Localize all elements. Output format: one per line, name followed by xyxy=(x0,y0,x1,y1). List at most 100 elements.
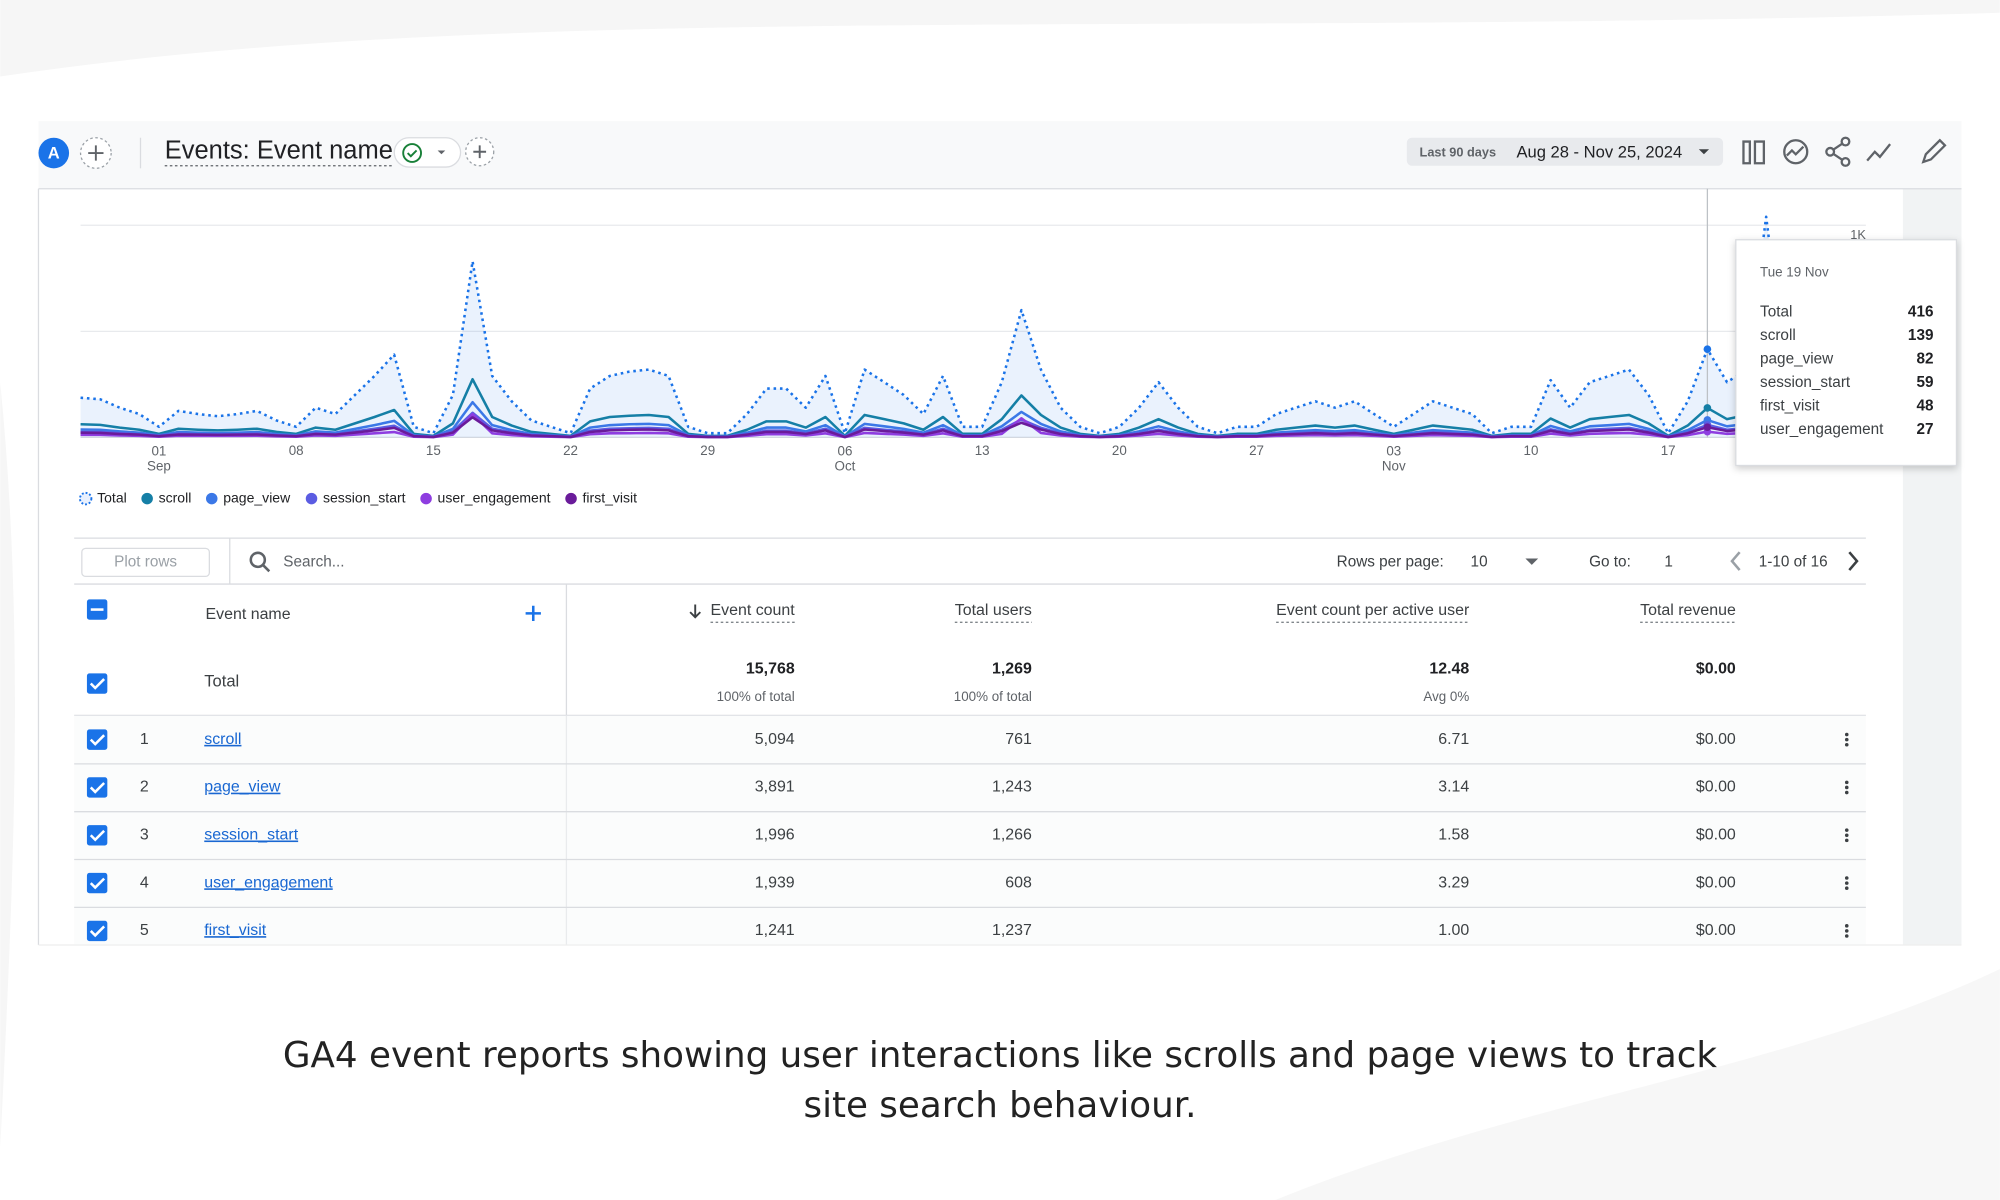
total-value: 12.48 xyxy=(1429,661,1469,678)
tooltip-series: Total xyxy=(1760,303,1792,320)
total-value: 1,269 xyxy=(992,661,1032,678)
cell-value: 1,996 xyxy=(755,826,795,843)
background-swoosh xyxy=(0,383,15,1148)
cell-value: 6.71 xyxy=(1438,731,1469,748)
x-tick-label: 22 xyxy=(563,443,578,458)
rows-per-page[interactable]: 10 xyxy=(1471,553,1488,570)
legend-label: page_view xyxy=(223,489,291,505)
avatar-letter: A xyxy=(48,144,60,163)
cell-value: $0.00 xyxy=(1696,731,1736,748)
tooltip-series: page_view xyxy=(1760,350,1834,367)
event-link[interactable]: session_start xyxy=(204,826,298,843)
menu-dot xyxy=(1845,791,1849,795)
row-menu[interactable] xyxy=(1845,733,1849,747)
total-subvalue: 100% of total xyxy=(717,689,795,704)
legend-swatch[interactable] xyxy=(420,493,431,504)
plot-rows-label: Plot rows xyxy=(114,553,177,570)
legend-swatch[interactable] xyxy=(306,493,317,504)
cell-value: $0.00 xyxy=(1696,779,1736,796)
row-checkbox[interactable] xyxy=(87,729,107,749)
caption-line: site search behaviour. xyxy=(803,1085,1196,1126)
page-range: 1-10 of 16 xyxy=(1759,553,1828,570)
row-checkbox[interactable] xyxy=(87,673,107,693)
legend-label: first_visit xyxy=(583,489,638,505)
row-menu[interactable] xyxy=(1845,924,1849,938)
cell-value: 1.58 xyxy=(1438,826,1469,843)
total-value: 15,768 xyxy=(746,661,795,678)
menu-dot xyxy=(1845,738,1849,742)
event-link[interactable]: user_engagement xyxy=(204,874,333,891)
x-tick-label: 10 xyxy=(1524,443,1539,458)
row-checkbox[interactable] xyxy=(87,777,107,797)
tooltip-value: 82 xyxy=(1916,350,1933,367)
menu-dot xyxy=(1845,833,1849,837)
menu-dot xyxy=(1845,881,1849,885)
tooltip-value: 416 xyxy=(1908,303,1934,320)
event-link[interactable]: page_view xyxy=(204,779,281,796)
menu-dot xyxy=(1845,743,1849,747)
cell-value: 608 xyxy=(1005,874,1032,891)
x-tick-label: 29 xyxy=(700,443,715,458)
x-tick-label: 08 xyxy=(289,443,304,458)
x-tick-label: 15 xyxy=(426,443,441,458)
cell-value: 761 xyxy=(1005,731,1032,748)
legend-label: user_engagement xyxy=(438,489,551,505)
tooltip-series: first_visit xyxy=(1760,397,1820,414)
column-header[interactable]: Total users xyxy=(955,602,1032,619)
tooltip: Tue 19 NovTotal416scroll139page_view82se… xyxy=(1736,240,1957,466)
column-header[interactable]: Event count per active user xyxy=(1276,602,1470,619)
x-tick-label: 17 xyxy=(1661,443,1676,458)
total-subvalue: Avg 0% xyxy=(1423,689,1469,704)
go-to-label: Go to: xyxy=(1589,553,1631,570)
cell-value: 3,891 xyxy=(755,779,795,796)
row-number: 2 xyxy=(140,779,149,796)
legend-label: scroll xyxy=(159,489,192,505)
legend-swatch[interactable] xyxy=(80,493,91,504)
status-chip[interactable] xyxy=(394,138,460,167)
legend-swatch[interactable] xyxy=(565,493,576,504)
legend-swatch[interactable] xyxy=(141,493,152,504)
background-swoosh xyxy=(0,0,2000,77)
menu-dot xyxy=(1845,929,1849,933)
menu-dot xyxy=(1845,876,1849,880)
hover-dot xyxy=(1704,404,1712,412)
total-value: $0.00 xyxy=(1696,661,1736,678)
cell-value: 1,266 xyxy=(992,826,1032,843)
cell-value: 1,243 xyxy=(992,779,1032,796)
cell-value: 5,094 xyxy=(755,731,795,748)
menu-dot xyxy=(1845,781,1849,785)
row-menu[interactable] xyxy=(1845,876,1849,890)
menu-dot xyxy=(1845,934,1849,938)
date-range-label: Last 90 days xyxy=(1420,144,1497,159)
total-subvalue: 100% of total xyxy=(954,689,1032,704)
x-tick-label: 13 xyxy=(975,443,990,458)
row-menu[interactable] xyxy=(1845,781,1849,795)
cell-value: $0.00 xyxy=(1696,874,1736,891)
cell-value: 3.14 xyxy=(1438,779,1469,796)
row-checkbox[interactable] xyxy=(87,921,107,941)
column-header[interactable]: Total revenue xyxy=(1640,602,1736,619)
rows-per-page-label: Rows per page: xyxy=(1337,553,1444,570)
event-link[interactable]: scroll xyxy=(204,731,241,748)
column-header[interactable]: Event count xyxy=(711,602,796,619)
search-input[interactable]: Search... xyxy=(283,553,344,570)
legend-swatch[interactable] xyxy=(206,493,217,504)
menu-dot xyxy=(1845,786,1849,790)
row-number: 3 xyxy=(140,826,149,843)
go-to-input[interactable]: 1 xyxy=(1664,553,1673,570)
tooltip-date: Tue 19 Nov xyxy=(1760,264,1829,279)
row-checkbox[interactable] xyxy=(87,873,107,893)
row-number: 1 xyxy=(140,731,149,748)
row-number: 5 xyxy=(140,922,149,939)
row-menu[interactable] xyxy=(1845,828,1849,842)
row-checkbox[interactable] xyxy=(87,825,107,845)
menu-dot xyxy=(1845,828,1849,832)
event-link[interactable]: first_visit xyxy=(204,922,267,939)
x-tick-label: 20 xyxy=(1112,443,1127,458)
cell-value: 1.00 xyxy=(1438,922,1469,939)
tooltip-value: 27 xyxy=(1916,421,1933,438)
background-swoosh xyxy=(1275,969,1999,1200)
rows-background xyxy=(74,715,1866,945)
